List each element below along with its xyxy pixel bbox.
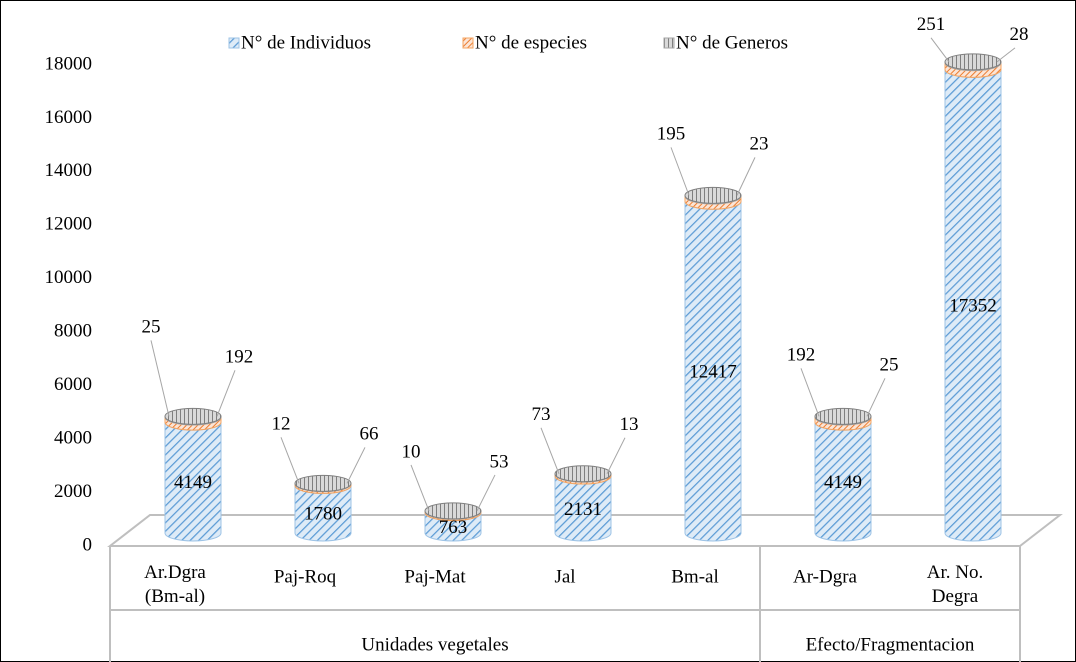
data-label: 192 [225, 347, 254, 368]
leader-line [346, 447, 366, 484]
data-label: 23 [750, 134, 769, 155]
cylinder-top [684, 186, 742, 204]
data-label: 251 [917, 14, 946, 35]
cylinder-top [554, 465, 612, 483]
legend-swatch [462, 37, 474, 49]
leader-line [476, 474, 496, 512]
data-label: 12 [272, 414, 291, 435]
legend-swatch [663, 37, 675, 49]
legend-label: N° de especies [475, 32, 587, 53]
data-label: 53 [490, 451, 509, 472]
cylinder-top [294, 474, 352, 492]
group-label: Efecto/Fragmentacion [806, 634, 975, 655]
data-label: 73 [532, 404, 551, 425]
cylinder-top [814, 407, 872, 425]
y-tick-label: 14000 [45, 160, 93, 181]
leader-line [280, 437, 300, 484]
y-tick-label: 12000 [45, 214, 93, 235]
category-axis [109, 546, 1021, 662]
y-tick-label: 0 [83, 534, 93, 555]
data-label: 28 [1010, 24, 1029, 45]
x-tick-label: Ar. No. Degra [927, 562, 983, 607]
y-tick-label: 8000 [54, 321, 92, 342]
data-label: 12417 [689, 361, 737, 382]
data-label: 13 [620, 414, 639, 435]
leader-line [410, 464, 430, 512]
data-label: 25 [880, 355, 899, 376]
y-tick-label: 16000 [45, 107, 93, 128]
y-tick-label: 4000 [54, 427, 92, 448]
data-label: 2131 [564, 499, 602, 520]
x-tick-label: Ar.Dgra (Bm-al) [144, 562, 206, 607]
data-label: 1780 [304, 504, 342, 525]
leader-line [670, 147, 690, 196]
cylinder-top [944, 53, 1002, 71]
group-label: Unidades vegetales [361, 634, 508, 655]
cylinder-top [424, 502, 482, 520]
legend-label: N° de Generos [676, 32, 788, 53]
data-label: 66 [360, 424, 379, 445]
leader-line [606, 437, 626, 474]
data-label: 10 [402, 441, 421, 462]
x-tick-label: Paj-Mat [404, 566, 466, 587]
leader-line [866, 378, 886, 417]
x-tick-label: Jal [554, 566, 575, 587]
legend-swatch [228, 37, 240, 49]
x-tick-label: Bm-al [671, 566, 719, 587]
legend-label: N° de Individuos [241, 32, 371, 53]
data-label: 17352 [949, 296, 997, 317]
data-label: 192 [787, 345, 816, 366]
data-label: 4149 [174, 472, 212, 493]
leader-line [930, 37, 950, 63]
y-tick-label: 6000 [54, 374, 92, 395]
cylinder-top [164, 407, 222, 425]
leader-line [736, 157, 756, 196]
x-tick-label: Paj-Roq [274, 566, 337, 587]
leader-line [216, 370, 236, 417]
data-label: 25 [142, 317, 161, 338]
y-tick-label: 18000 [45, 53, 93, 74]
data-label: 195 [657, 124, 686, 145]
leader-line [150, 340, 170, 417]
leader-line [800, 368, 820, 417]
y-tick-label: 10000 [45, 267, 93, 288]
y-tick-label: 2000 [54, 481, 92, 502]
x-tick-label: Ar-Dgra [793, 566, 858, 587]
leader-line [996, 47, 1016, 63]
data-label: 4149 [824, 472, 862, 493]
data-label: 763 [439, 517, 468, 538]
leader-line [540, 427, 560, 474]
